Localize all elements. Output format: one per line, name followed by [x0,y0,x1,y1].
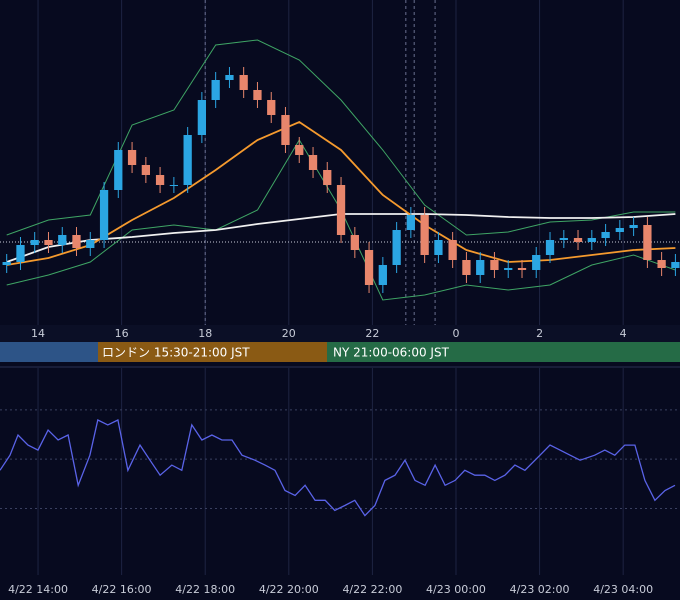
session-label: ロンドン 15:30-21:00 JST [102,346,250,360]
candle-body [406,215,415,230]
candle-body [364,250,374,285]
candle-body [141,165,151,175]
candle-body [420,215,429,255]
candle-body [99,190,109,240]
candle-body [615,228,624,232]
candle-body [601,232,610,238]
x-tick-label: 4/22 22:00 [342,583,402,596]
candle-body [30,240,39,245]
session-london [98,342,327,362]
x-tick-label: 4/23 02:00 [510,583,570,596]
session-tokyo [0,342,98,362]
x-tick-label: 20 [282,327,296,340]
x-tick-label: 4/23 00:00 [426,583,486,596]
candle-body [559,238,568,240]
candle-body [2,262,11,265]
candle-body [336,185,346,235]
candle-body [183,135,192,185]
candle-body [643,225,652,260]
x-tick-label: 18 [198,327,212,340]
x-tick-label: 4 [620,327,627,340]
candle-body [462,260,471,275]
candle-body [532,255,541,270]
candle-body [434,240,443,255]
candle-body [16,245,25,262]
candle-body [295,145,304,155]
candle-body [545,240,555,255]
candle-body [629,225,638,228]
candle-body [169,185,179,186]
candle-body [657,260,666,268]
candle-body [114,150,123,190]
x-tick-label: 4/22 14:00 [8,583,68,596]
candle-body [504,268,513,270]
candle-body [253,90,262,100]
x-tick-label: 22 [365,327,379,340]
x-tick-label: 4/22 18:00 [175,583,235,596]
candle-body [239,75,248,90]
candle-body [72,235,81,248]
x-tick-label: 14 [31,327,45,340]
candle-body [308,155,318,170]
candle-body [392,230,401,265]
candle-body [448,240,457,260]
x-axis-band [0,325,680,342]
x-tick-label: 0 [452,327,459,340]
indicator-line [0,419,676,517]
candle-body [86,240,95,248]
x-tick-label: 4/23 04:00 [593,583,653,596]
candle-body [44,240,53,245]
session-ny [327,342,680,362]
candle-body [323,170,332,185]
session-label: NY 21:00-06:00 JST [333,346,450,360]
candle-body [378,265,387,285]
x-tick-label: 16 [115,327,129,340]
candle-body [225,75,234,80]
candle-body [127,150,137,165]
candle-body [490,260,499,270]
candle-body [267,100,276,115]
candle-body [573,238,583,242]
candle-body [476,260,485,275]
candle-body [587,238,596,242]
indicator-line [6,120,676,266]
x-tick-label: 4/22 20:00 [259,583,319,596]
candle-body [517,268,527,270]
candle-body [155,175,165,185]
candle-body [197,100,207,135]
candle-body [350,235,359,250]
x-tick-label: 2 [536,327,543,340]
candle-body [671,262,680,268]
candle-body [58,235,67,245]
candle-body [281,115,290,145]
candle-body [211,80,220,100]
x-tick-label: 4/22 16:00 [92,583,152,596]
